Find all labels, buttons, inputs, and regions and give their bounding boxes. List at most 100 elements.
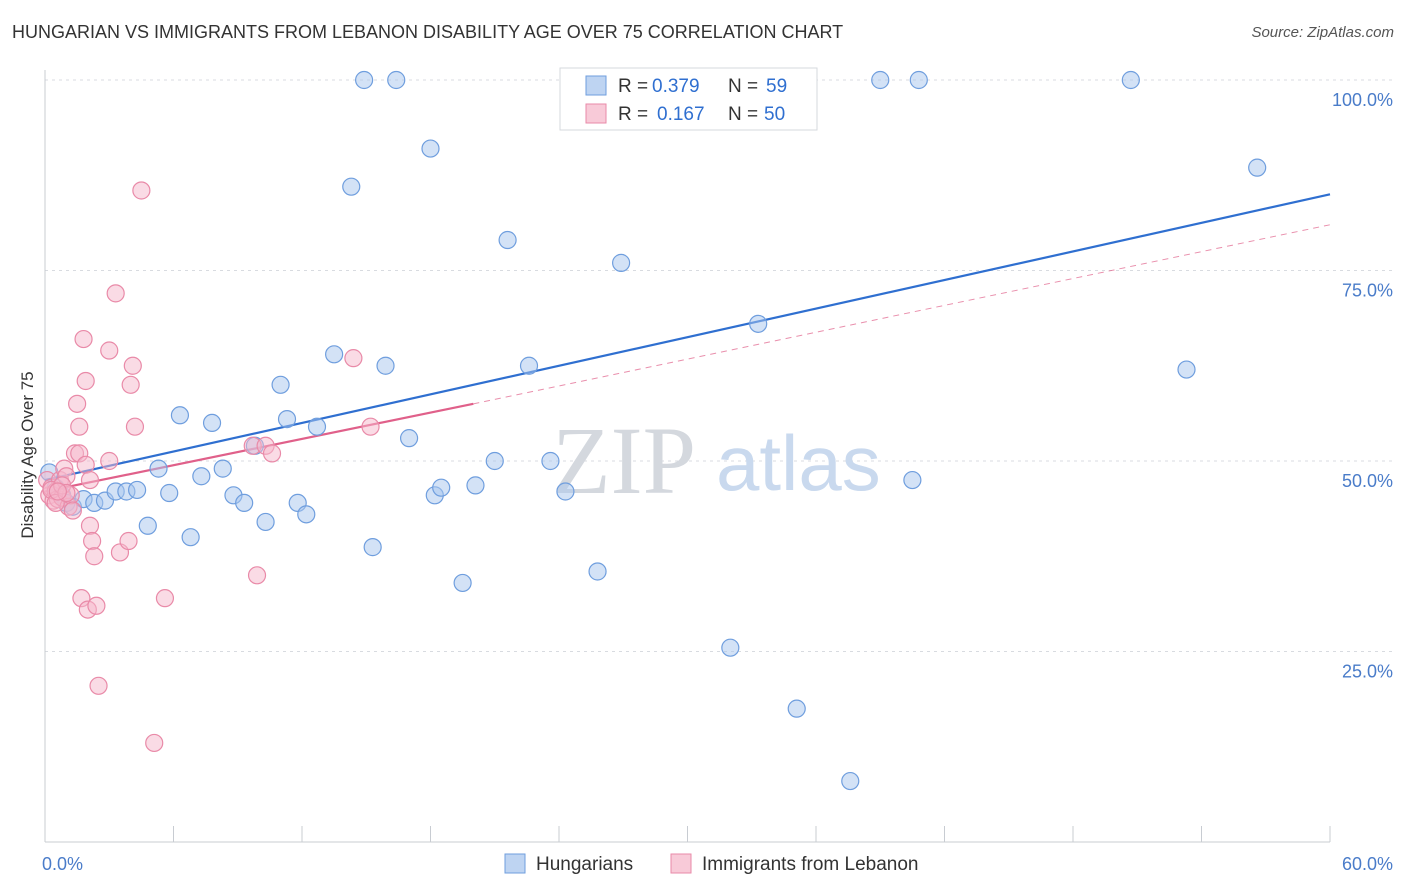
y-axis-title: Disability Age Over 75 — [18, 371, 37, 538]
point-lebanon-33 — [121, 375, 140, 394]
trendline-hungarians — [44, 193, 1331, 482]
point-lebanon-42 — [262, 444, 282, 463]
point-hungarians-41 — [498, 230, 517, 250]
point-lebanon-49 — [48, 482, 67, 501]
legend-n-value-hungarians: 59 — [766, 76, 787, 97]
point-hungarians-37 — [432, 478, 451, 497]
y-tick-label-2: 75.0% — [1342, 281, 1393, 301]
point-hungarians-53 — [841, 771, 860, 791]
x-tick-labels: 0.0% 60.0% — [42, 854, 1393, 874]
point-hungarians-46 — [588, 562, 607, 581]
point-hungarians-12 — [149, 459, 168, 478]
stats-legend: R = 0.379 N = 59 R = 0.167 N = 50 — [559, 67, 818, 131]
point-lebanon-14 — [68, 394, 87, 413]
point-hungarians-38 — [453, 573, 472, 593]
point-hungarians-32 — [376, 356, 395, 375]
point-lebanon-24 — [83, 531, 102, 551]
legend-n-label-lebanon: N = — [728, 104, 758, 125]
point-hungarians-13 — [160, 483, 179, 503]
point-hungarians-58 — [1177, 360, 1196, 379]
point-lebanon-23 — [80, 516, 100, 535]
point-hungarians-44 — [556, 482, 575, 501]
chart-title: HUNGARIAN VS IMMIGRANTS FROM LEBANON DIS… — [12, 22, 844, 42]
x-tick-label-1: 60.0% — [1342, 854, 1393, 874]
point-lebanon-19 — [76, 455, 95, 474]
point-hungarians-42 — [519, 356, 539, 375]
point-lebanon-27 — [89, 676, 108, 695]
legend-swatch-lebanon — [585, 103, 607, 124]
trendline-lebanon-extension — [473, 224, 1331, 405]
axes — [44, 70, 1331, 843]
y-tick-label-0: 25.0% — [1342, 662, 1393, 682]
point-hungarians-16 — [192, 467, 211, 486]
legend-r-value-lebanon: 0.167 — [657, 104, 705, 125]
point-lebanon-37 — [145, 733, 164, 753]
legend-n-value-lebanon: 50 — [764, 104, 785, 125]
watermark-zip: ZIP — [552, 407, 696, 514]
series-legend: Hungarians Immigrants from Lebanon — [504, 853, 919, 875]
point-lebanon-15 — [70, 417, 89, 436]
y-tick-label-1: 50.0% — [1342, 471, 1393, 491]
point-hungarians-31 — [363, 538, 382, 557]
point-hungarians-30 — [355, 70, 374, 90]
series-legend-swatch-lebanon — [670, 853, 692, 874]
point-hungarians-11 — [138, 516, 157, 535]
point-hungarians-26 — [297, 505, 316, 524]
point-lebanon-29 — [100, 341, 119, 360]
point-hungarians-35 — [421, 139, 440, 158]
watermark-atlas: atlas — [716, 419, 881, 507]
series-legend-label-lebanon: Immigrants from Lebanon — [702, 854, 919, 875]
point-lebanon-40 — [247, 566, 267, 585]
point-lebanon-38 — [155, 589, 175, 608]
point-hungarians-39 — [466, 476, 485, 495]
point-hungarians-18 — [213, 459, 232, 478]
point-hungarians-17 — [202, 413, 222, 432]
point-hungarians-10 — [127, 480, 147, 500]
point-lebanon-12 — [63, 501, 82, 520]
point-lebanon-18 — [74, 329, 93, 349]
x-tick-label-0: 0.0% — [42, 854, 83, 874]
point-lebanon-35 — [125, 417, 145, 436]
point-lebanon-44 — [361, 417, 380, 436]
point-lebanon-26 — [87, 596, 106, 615]
point-lebanon-28 — [100, 451, 119, 471]
point-hungarians-50 — [721, 638, 740, 657]
point-lebanon-25 — [85, 547, 104, 566]
point-hungarians-27 — [307, 417, 327, 436]
point-hungarians-15 — [181, 528, 200, 547]
point-lebanon-32 — [119, 531, 138, 551]
point-hungarians-20 — [235, 493, 254, 513]
point-hungarians-43 — [541, 451, 560, 471]
point-hungarians-55 — [903, 470, 922, 490]
data-points — [38, 70, 1267, 791]
point-hungarians-34 — [399, 429, 419, 448]
point-hungarians-28 — [325, 345, 344, 364]
point-hungarians-33 — [387, 70, 406, 90]
point-lebanon-30 — [106, 284, 125, 303]
point-hungarians-40 — [485, 451, 504, 471]
point-hungarians-52 — [787, 699, 806, 718]
series-legend-swatch-hungarians — [504, 853, 526, 874]
point-hungarians-56 — [909, 70, 928, 90]
point-lebanon-43 — [344, 349, 363, 368]
series-legend-label-hungarians: Hungarians — [536, 854, 633, 875]
point-hungarians-54 — [871, 70, 890, 90]
point-hungarians-23 — [271, 375, 290, 394]
point-lebanon-34 — [123, 356, 142, 375]
legend-swatch-hungarians — [585, 75, 607, 96]
point-hungarians-59 — [1248, 158, 1267, 177]
point-hungarians-47 — [612, 253, 631, 272]
point-hungarians-22 — [256, 512, 275, 532]
point-lebanon-36 — [132, 181, 151, 200]
y-tick-label-3: 100.0% — [1332, 90, 1393, 110]
point-hungarians-57 — [1121, 70, 1140, 90]
point-hungarians-14 — [170, 406, 190, 425]
legend-n-label-hungarians: N = — [728, 76, 758, 97]
point-lebanon-22 — [80, 470, 100, 490]
source-label: Source: ZipAtlas.com — [1251, 24, 1394, 41]
point-hungarians-51 — [749, 314, 768, 333]
legend-r-value-hungarians: 0.379 — [652, 76, 700, 97]
point-hungarians-29 — [342, 177, 361, 196]
watermark: ZIP atlas — [552, 407, 881, 514]
